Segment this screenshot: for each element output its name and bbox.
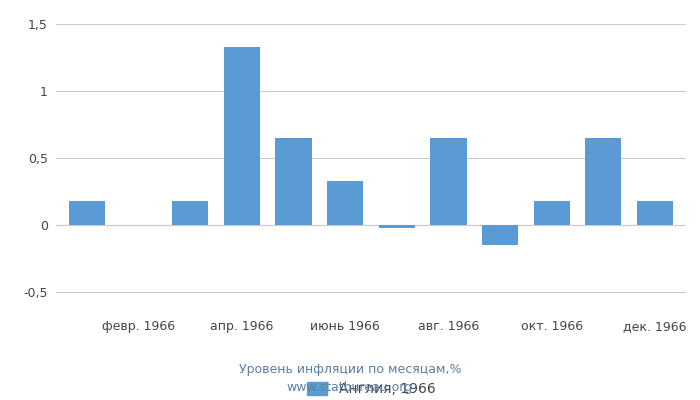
Bar: [276, 138, 312, 225]
Bar: [224, 47, 260, 225]
Text: Уровень инфляции по месяцам,%: Уровень инфляции по месяцам,%: [239, 364, 461, 376]
Text: www.statbureau.org: www.statbureau.org: [287, 382, 413, 394]
Legend: Англия, 1966: Англия, 1966: [301, 376, 441, 400]
Bar: [637, 201, 673, 225]
Bar: [172, 201, 209, 225]
Bar: [69, 201, 105, 225]
Bar: [533, 201, 570, 225]
Bar: [482, 225, 518, 245]
Bar: [585, 138, 622, 225]
Bar: [430, 138, 466, 225]
Bar: [379, 225, 415, 228]
Bar: [327, 181, 363, 225]
